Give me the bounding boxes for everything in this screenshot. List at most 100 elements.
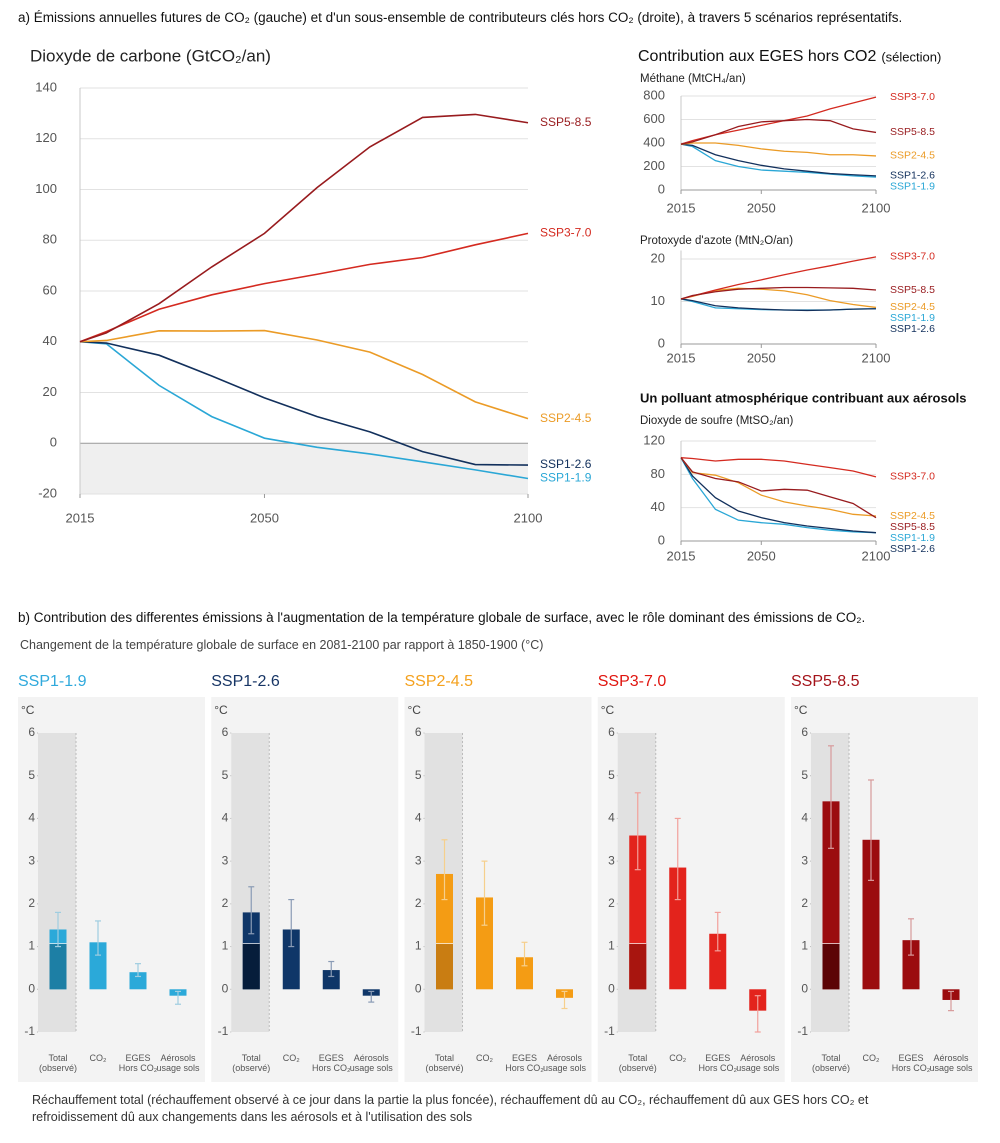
y-tick-label: 20 (651, 250, 665, 265)
series-line (680, 298, 877, 312)
x-tick-label: Aérosols usage sols (736, 1053, 780, 1073)
y-axis-label: °C (601, 703, 615, 717)
y-tick-label: 3 (801, 853, 808, 867)
x-tick-label: EGES Hors CO₂ (505, 1053, 544, 1073)
chart-title: Dioxyde de soufre (MtSO₂/an) (640, 415, 794, 427)
y-tick-label: 200 (643, 158, 665, 173)
y-tick-label: 600 (643, 111, 665, 126)
y-tick-label: 0 (658, 181, 665, 196)
x-tick-label: 2015 (667, 548, 696, 563)
y-tick-label: 0 (658, 532, 665, 547)
y-axis-label: °C (794, 703, 808, 717)
y-tick-label: 6 (28, 725, 35, 739)
y-tick-label: 10 (651, 293, 665, 308)
x-tick-label: 2100 (862, 350, 891, 365)
x-tick-label: 2050 (250, 510, 279, 525)
observed-bar (49, 943, 67, 990)
series-line (79, 232, 529, 343)
series-label: SSP1-1.9 (890, 532, 935, 544)
x-tick-label: CO₂ (89, 1053, 107, 1063)
series-line (79, 340, 529, 466)
footnote: Réchauffement total (réchauffement obser… (32, 1093, 869, 1124)
y-tick-label: -1 (604, 1024, 615, 1038)
series-label: SSP1-1.9 (890, 181, 935, 193)
series-label: SSP1-1.9 (890, 312, 935, 324)
x-tick-label: EGES Hors CO₂ (698, 1053, 738, 1073)
chart-title: Protoxyde d'azote (MtN₂O/an) (640, 235, 793, 247)
figure: Contribution aux EGES hors CO2 (sélectio… (18, 46, 978, 1082)
bar (862, 839, 880, 990)
x-tick-label: 2100 (862, 200, 891, 215)
y-tick-label: 4 (415, 811, 422, 825)
chart-title: Méthane (MtCH₄/an) (640, 73, 746, 85)
series-label: SSP2-4.5 (890, 150, 935, 162)
y-tick-label: 0 (801, 981, 808, 995)
series-line (680, 143, 877, 177)
series-label: SSP3-7.0 (890, 91, 935, 103)
series-line (680, 457, 877, 519)
observed-bar (629, 943, 647, 990)
y-tick-label: 0 (608, 981, 615, 995)
y-tick-label: 6 (415, 725, 422, 739)
series-label: SSP1-2.6 (890, 170, 935, 182)
x-tick-label: 2100 (862, 548, 891, 563)
y-tick-label: 4 (608, 811, 615, 825)
series-label: SSP5-8.5 (890, 126, 935, 138)
bar (709, 933, 727, 990)
y-tick-label: 80 (651, 466, 665, 481)
panel-title: SSP2-4.5 (405, 673, 474, 690)
y-axis-label: °C (21, 703, 35, 717)
series-line (79, 340, 529, 480)
x-tick-label: Total (observé) (232, 1053, 271, 1073)
y-tick-label: 2 (801, 896, 808, 910)
bar (516, 957, 533, 990)
series-line (680, 118, 877, 145)
caption-a: a) Émissions annuelles futures de CO₂ (g… (18, 10, 903, 25)
y-tick-label: 0 (415, 981, 422, 995)
y-tick-label: 5 (608, 768, 615, 782)
y-tick-label: 20 (43, 384, 57, 399)
x-tick-label: EGES Hors CO₂ (891, 1053, 931, 1073)
y-tick-label: 0 (658, 335, 665, 350)
x-tick-label: EGES Hors CO₂ (118, 1053, 158, 1073)
y-tick-label: 1 (222, 939, 229, 953)
y-tick-label: 4 (801, 811, 808, 825)
caption-b: b) Contribution des differentes émission… (18, 610, 866, 625)
series-label: SSP3-7.0 (890, 251, 935, 263)
series-line (680, 286, 877, 300)
y-tick-label: 6 (608, 725, 615, 739)
y-tick-label: 140 (35, 79, 57, 94)
x-tick-label: Total (observé) (425, 1053, 464, 1073)
y-tick-label: -1 (24, 1024, 35, 1038)
y-tick-label: 2 (608, 896, 615, 910)
observed-bar (822, 943, 840, 990)
y-tick-label: 40 (651, 499, 665, 514)
x-tick-label: CO₂ (862, 1053, 880, 1063)
x-tick-label: 2015 (667, 350, 696, 365)
y-tick-label: 2 (222, 896, 229, 910)
x-tick-label: 2050 (747, 350, 776, 365)
y-tick-label: 0 (50, 435, 57, 450)
bar (822, 801, 840, 990)
x-tick-label: 2015 (66, 510, 95, 525)
series-label: SSP3-7.0 (890, 471, 935, 483)
series-line (680, 457, 877, 517)
bar (669, 867, 687, 990)
series-label: SSP5-8.5 (540, 115, 592, 129)
aerosol-heading: Un polluant atmosphérique contribuant au… (640, 390, 967, 405)
panel-title: SSP1-1.9 (18, 673, 87, 690)
series-label: SSP3-7.0 (540, 226, 592, 240)
x-tick-label: Aérosols usage sols (929, 1053, 973, 1073)
series-line (680, 142, 877, 157)
panel-title: SSP1-2.6 (211, 673, 280, 690)
y-tick-label: -1 (411, 1024, 422, 1038)
y-tick-label: 3 (608, 853, 615, 867)
y-tick-label: 5 (28, 768, 35, 782)
y-tick-label: 800 (643, 87, 665, 102)
y-tick-label: 80 (43, 232, 57, 247)
y-tick-label: 0 (28, 981, 35, 995)
x-tick-label: 2050 (747, 548, 776, 563)
series-line (680, 457, 877, 534)
y-tick-label: 6 (222, 725, 229, 739)
